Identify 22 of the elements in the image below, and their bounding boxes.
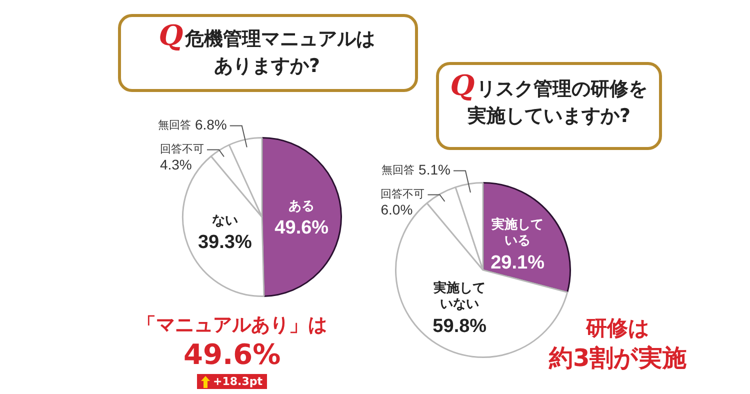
slice-label: 無回答 xyxy=(158,118,191,132)
slice-label: 無回答 xyxy=(382,164,415,177)
slice-label: 実施している xyxy=(490,216,544,249)
data-label: 6.0% xyxy=(380,202,413,218)
slice-label: ない xyxy=(212,213,238,228)
text: 約3割が実施 xyxy=(549,343,687,374)
data-label: 6.8% xyxy=(194,116,227,133)
text: 研修は xyxy=(586,315,650,342)
slice-label: 回答不可 xyxy=(380,188,425,201)
slice-label: 回答不可 xyxy=(160,142,204,156)
data-label: 39.3% xyxy=(198,232,252,254)
slice-label: 実施していない xyxy=(432,280,486,312)
data-label: 49.6% xyxy=(274,218,329,239)
text: 49.6% xyxy=(184,338,281,371)
data-label: 59.8% xyxy=(432,316,487,338)
text: +18.3pt xyxy=(197,374,266,389)
data-label: 29.1% xyxy=(490,252,545,274)
chart-title: Q危機管理マニュアルはありますか? xyxy=(158,19,376,79)
data-label: 4.3% xyxy=(160,156,192,173)
slice-label: ある xyxy=(288,198,315,214)
data-label: 5.1% xyxy=(418,162,450,178)
text: 「マニュアルあり」は xyxy=(137,313,327,338)
